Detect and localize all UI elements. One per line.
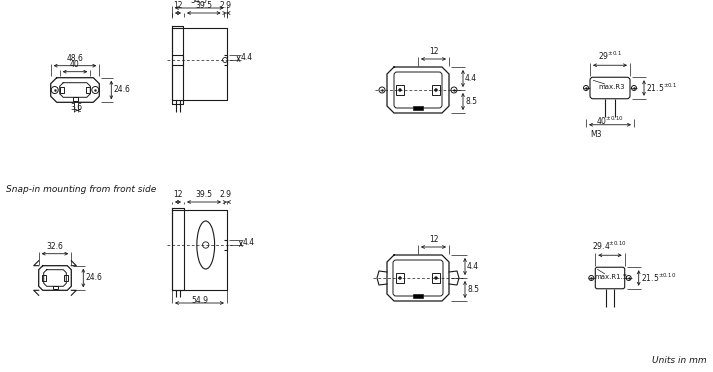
Bar [413, 106, 423, 110]
Text: 29.4$^{\pm0.10}$: 29.4$^{\pm0.10}$ [593, 240, 627, 252]
Text: 21.5$^{\pm0.10}$: 21.5$^{\pm0.10}$ [641, 272, 676, 284]
Text: max.R3: max.R3 [599, 84, 625, 90]
Bar [432, 273, 440, 283]
Text: Units in mm: Units in mm [652, 356, 707, 365]
Text: 8.5: 8.5 [467, 285, 479, 294]
Text: 3.6: 3.6 [70, 103, 82, 112]
Text: Snap-in mounting from front side: Snap-in mounting from front side [6, 185, 156, 194]
Text: 21.5$^{\pm0.1}$: 21.5$^{\pm0.1}$ [646, 82, 677, 94]
Bar [60, 87, 64, 93]
Text: 29$^{\pm0.1}$: 29$^{\pm0.1}$ [598, 50, 622, 62]
Circle shape [434, 276, 438, 279]
Text: 24.6: 24.6 [113, 86, 130, 94]
Text: 4.4: 4.4 [467, 262, 479, 271]
Text: 12: 12 [429, 235, 438, 244]
Text: 39.5: 39.5 [195, 1, 212, 10]
Bar [396, 273, 404, 283]
Text: 32.6: 32.6 [46, 242, 63, 251]
Bar [432, 85, 440, 95]
Bar [413, 294, 423, 298]
Text: 2.9: 2.9 [219, 1, 231, 10]
Text: 4.4: 4.4 [465, 74, 477, 83]
Bar [53, 286, 58, 289]
Text: 8.5: 8.5 [465, 97, 477, 106]
Text: 48.6: 48.6 [66, 54, 83, 63]
Text: 4.4: 4.4 [240, 53, 252, 62]
Bar [73, 97, 78, 101]
Text: 39.5: 39.5 [195, 190, 212, 199]
Text: 54.9: 54.9 [191, 296, 208, 305]
Text: 12: 12 [429, 47, 438, 56]
Circle shape [399, 89, 401, 92]
Bar [86, 87, 90, 93]
Text: max.R1.5: max.R1.5 [595, 274, 627, 280]
Text: 40$^{\pm0.10}$: 40$^{\pm0.10}$ [596, 114, 624, 127]
Text: 24.6: 24.6 [86, 273, 102, 282]
Bar [396, 85, 404, 95]
Text: 2.9: 2.9 [220, 190, 232, 199]
Text: 54.5: 54.5 [191, 0, 207, 5]
Circle shape [434, 89, 438, 92]
Text: 40: 40 [70, 60, 80, 69]
Bar [42, 275, 46, 281]
Circle shape [399, 276, 401, 279]
Text: M3: M3 [590, 130, 602, 139]
Text: 4.4: 4.4 [243, 238, 255, 247]
Text: 12: 12 [173, 190, 183, 199]
Text: 12: 12 [173, 1, 183, 10]
Bar [64, 275, 68, 281]
